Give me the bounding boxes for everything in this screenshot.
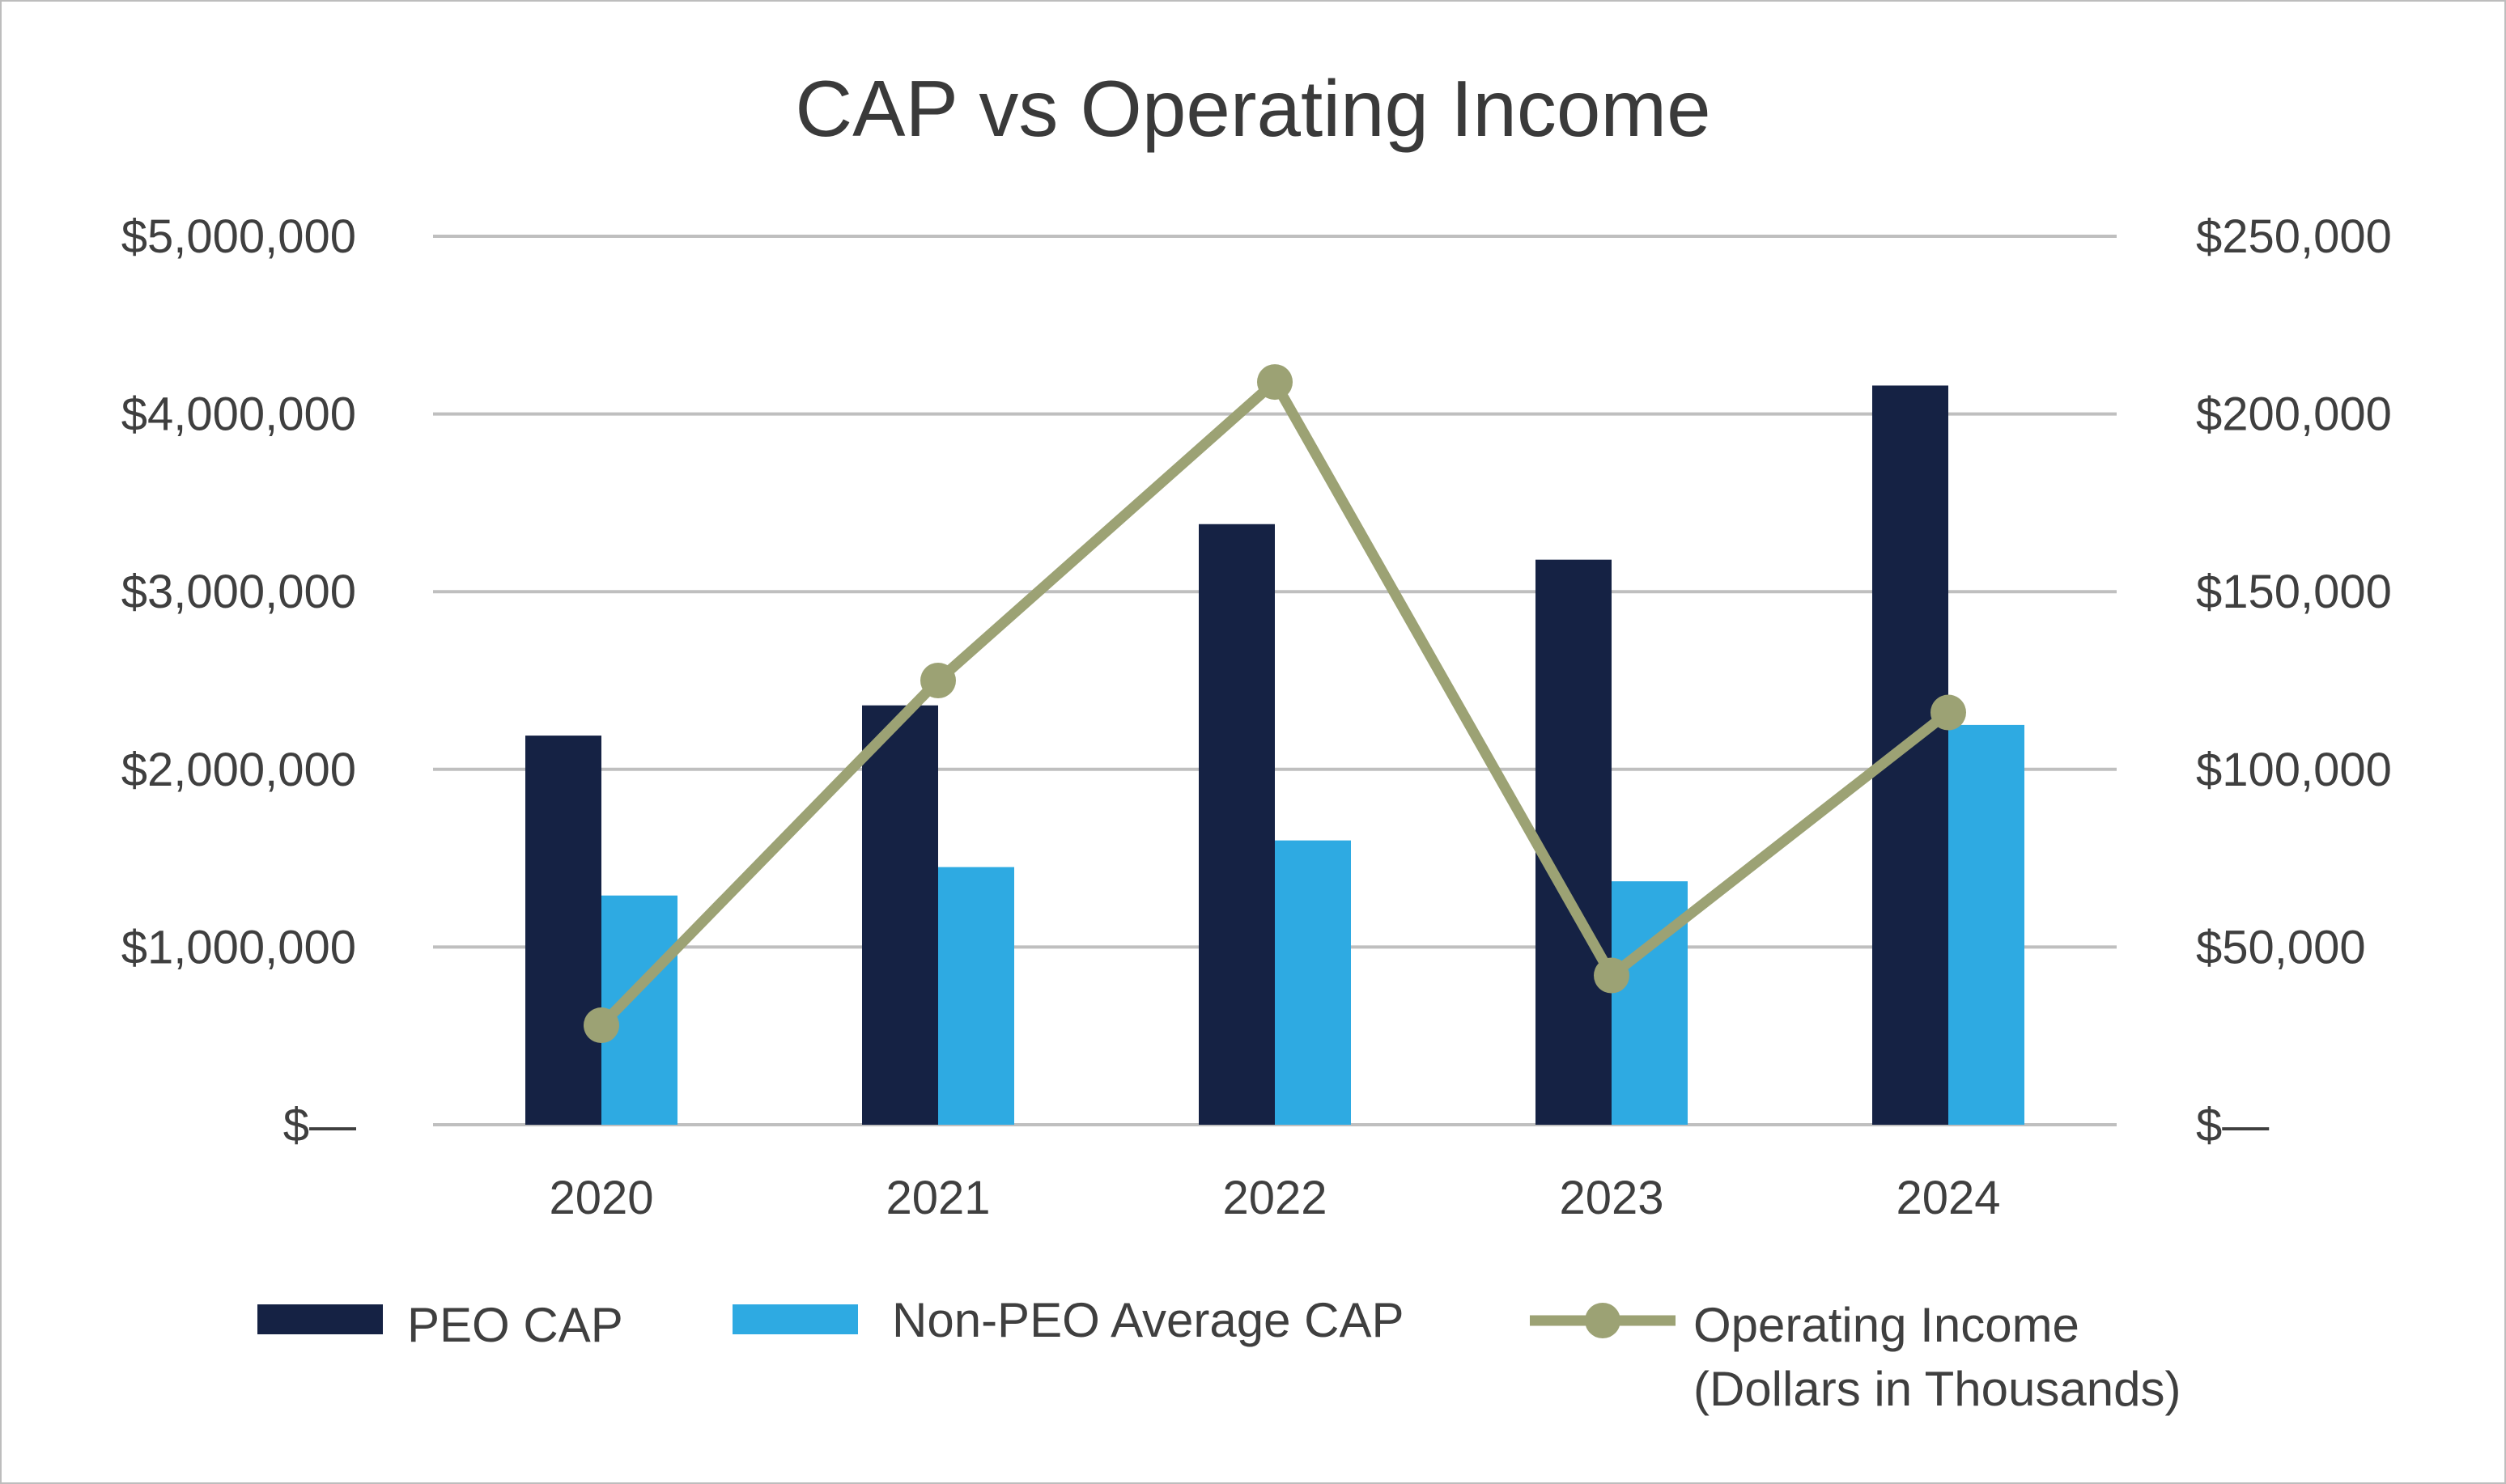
gridlines: [433, 235, 2117, 1126]
bars: [525, 385, 2024, 1125]
right-tick-label: $200,000: [2196, 388, 2392, 441]
bar-peo-cap-2023: [1535, 559, 1612, 1125]
right-tick-label: $—: [2196, 1099, 2269, 1151]
operating-income-line: [584, 364, 1966, 1044]
bar-non-peo-cap-2023: [1612, 881, 1688, 1125]
bar-peo-cap-2024: [1872, 385, 1948, 1125]
left-tick-label: $3,000,000: [121, 566, 356, 618]
legend-label-non-peo-cap: Non-PEO Average CAP: [892, 1293, 1404, 1347]
right-tick-label: $100,000: [2196, 744, 2392, 796]
left-axis: $— $1,000,000 $2,000,000 $3,000,000 $4,000,0…: [121, 210, 356, 1151]
bar-non-peo-cap-2022: [1275, 840, 1351, 1125]
x-tick-label-2023: 2023: [1559, 1172, 1663, 1224]
point-operating-income-2020: [584, 1007, 619, 1044]
bar-peo-cap-2022: [1199, 524, 1275, 1125]
legend-swatch-peo-cap: [257, 1304, 383, 1334]
point-operating-income-2021: [920, 663, 956, 698]
bar-non-peo-cap-2021: [938, 867, 1014, 1125]
x-tick-label-2022: 2022: [1222, 1172, 1327, 1224]
legend-label-peo-cap: PEO CAP: [407, 1298, 623, 1352]
point-operating-income-2022: [1257, 364, 1293, 401]
left-tick-label: $2,000,000: [121, 744, 356, 796]
legend-label-operating-income-unit: (Dollars in Thousands): [1693, 1362, 2181, 1416]
right-axis: $— $50,000 $100,000 $150,000 $200,000 $250,00…: [2196, 210, 2392, 1151]
x-tick-label-2024: 2024: [1896, 1172, 2000, 1224]
left-tick-label: $1,000,000: [121, 921, 356, 973]
legend-swatch-non-peo-cap: [733, 1304, 858, 1334]
bar-peo-cap-2021: [862, 705, 938, 1125]
legend: PEO CAP Non-PEO Average CAP Operating In…: [257, 1293, 2181, 1416]
point-operating-income-2024: [1930, 694, 1966, 731]
legend-label-operating-income: Operating Income: [1693, 1298, 2079, 1352]
right-tick-label: $250,000: [2196, 210, 2392, 263]
chart-title: CAP vs Operating Income: [795, 64, 1710, 153]
x-axis: 2020 2021 2022 2023 2024: [549, 1172, 2000, 1224]
x-tick-label-2020: 2020: [549, 1172, 653, 1224]
bar-non-peo-cap-2024: [1948, 724, 2024, 1125]
left-tick-label: $—: [283, 1099, 356, 1151]
bar-peo-cap-2020: [525, 736, 601, 1125]
x-tick-label-2021: 2021: [886, 1172, 990, 1224]
left-tick-label: $5,000,000: [121, 210, 356, 263]
point-operating-income-2023: [1594, 957, 1629, 994]
legend-swatch-operating-income-marker: [1585, 1303, 1620, 1338]
left-tick-label: $4,000,000: [121, 388, 356, 441]
right-tick-label: $150,000: [2196, 566, 2392, 618]
right-tick-label: $50,000: [2196, 921, 2366, 973]
